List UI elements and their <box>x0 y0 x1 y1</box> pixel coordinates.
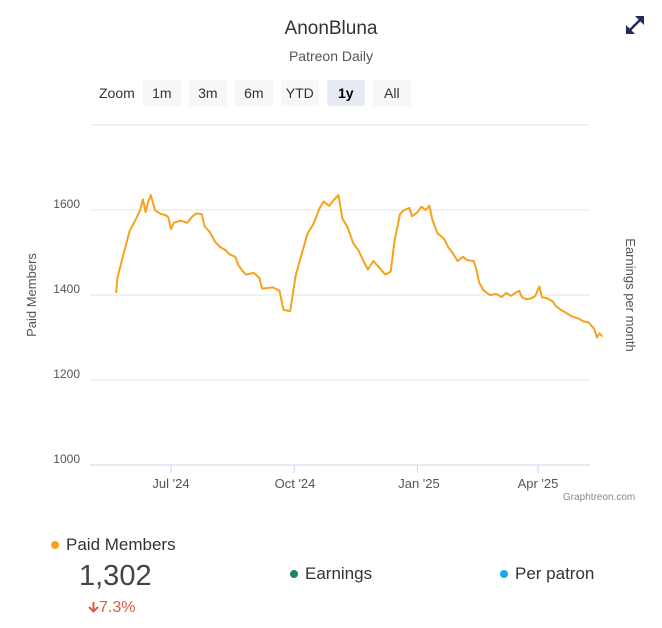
x-tick-label-oct-24: Oct '24 <box>275 476 316 491</box>
earnings-dot-icon <box>290 570 298 578</box>
paid-members-change-value: 7.3% <box>99 599 136 616</box>
zoom-controls: Zoom 1m 3m 6m YTD 1y All <box>99 80 419 106</box>
legend-per-patron-label: Per patron <box>515 564 595 583</box>
zoom-all-button[interactable]: All <box>372 80 411 106</box>
zoom-1y-button[interactable]: 1y <box>326 80 365 106</box>
y-tick-label-1600: 1600 <box>53 197 80 211</box>
chart-subtitle: Patreon Daily <box>288 48 374 64</box>
grid-lines <box>90 124 590 466</box>
zoom-ytd-button[interactable]: YTD <box>280 80 319 106</box>
paid-members-change: 7.3% <box>88 599 135 617</box>
paid-members-dot-icon <box>51 541 59 549</box>
y-tick-label-1400: 1400 <box>53 282 80 296</box>
legend-paid-members-label: Paid Members <box>66 535 176 554</box>
zoom-1m-button[interactable]: 1m <box>142 80 181 106</box>
paid-members-value: 1,302 <box>79 560 152 592</box>
zoom-label: Zoom <box>99 85 135 101</box>
legend-earnings-label: Earnings <box>305 564 373 583</box>
credit-link[interactable]: Graphtreon.com <box>563 492 636 503</box>
per-patron-dot-icon <box>500 570 508 578</box>
expand-arrows-icon[interactable] <box>622 12 648 38</box>
zoom-6m-button[interactable]: 6m <box>234 80 273 106</box>
legend-per-patron[interactable]: Per patron <box>500 564 594 584</box>
legend-earnings[interactable]: Earnings <box>290 564 372 584</box>
x-tick-label-jul-24: Jul '24 <box>152 476 189 491</box>
x-tick-label-jan-25: Jan '25 <box>398 476 440 491</box>
x-axis <box>170 465 539 473</box>
arrow-down-icon <box>88 602 99 613</box>
y-axis-title: Paid Members <box>24 253 39 337</box>
chart-title: AnonBluna <box>284 18 378 39</box>
x-tick-label-apr-25: Apr '25 <box>518 476 559 491</box>
y-tick-label-1000: 1000 <box>53 452 80 466</box>
zoom-3m-button[interactable]: 3m <box>188 80 227 106</box>
legend-paid-members[interactable]: Paid Members <box>51 535 176 555</box>
series-line-paid-members[interactable] <box>115 194 604 339</box>
y-tick-label-1200: 1200 <box>53 367 80 381</box>
y-axis-title-right: Earnings per month <box>623 238 638 351</box>
